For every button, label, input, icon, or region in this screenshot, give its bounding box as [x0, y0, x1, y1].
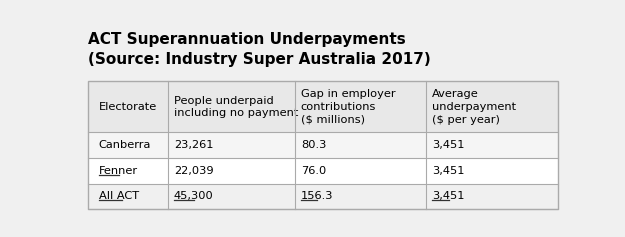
Text: Fenner: Fenner [99, 166, 138, 176]
Text: People underpaid
including no payment: People underpaid including no payment [174, 96, 298, 118]
Bar [88, 81, 558, 209]
Text: All ACT: All ACT [99, 191, 139, 201]
Text: Electorate: Electorate [99, 102, 157, 112]
Bar [88, 132, 558, 158]
Text: Average
underpayment
($ per year): Average underpayment ($ per year) [432, 89, 516, 125]
Text: 76.0: 76.0 [301, 166, 326, 176]
Text: (Source: Industry Super Australia 2017): (Source: Industry Super Australia 2017) [88, 52, 431, 67]
Text: 156.3: 156.3 [301, 191, 333, 201]
Text: 3,451: 3,451 [432, 140, 465, 150]
Bar [88, 158, 558, 183]
Text: Gap in employer
contributions
($ millions): Gap in employer contributions ($ million… [301, 89, 396, 125]
Bar [88, 81, 558, 132]
Text: Canberra: Canberra [99, 140, 151, 150]
Text: 22,039: 22,039 [174, 166, 214, 176]
Bar [88, 183, 558, 209]
Text: ACT Superannuation Underpayments: ACT Superannuation Underpayments [88, 32, 406, 47]
Text: 80.3: 80.3 [301, 140, 326, 150]
Text: 3,451: 3,451 [432, 166, 465, 176]
Text: 23,261: 23,261 [174, 140, 214, 150]
Text: 45,300: 45,300 [174, 191, 214, 201]
Text: 3,451: 3,451 [432, 191, 465, 201]
